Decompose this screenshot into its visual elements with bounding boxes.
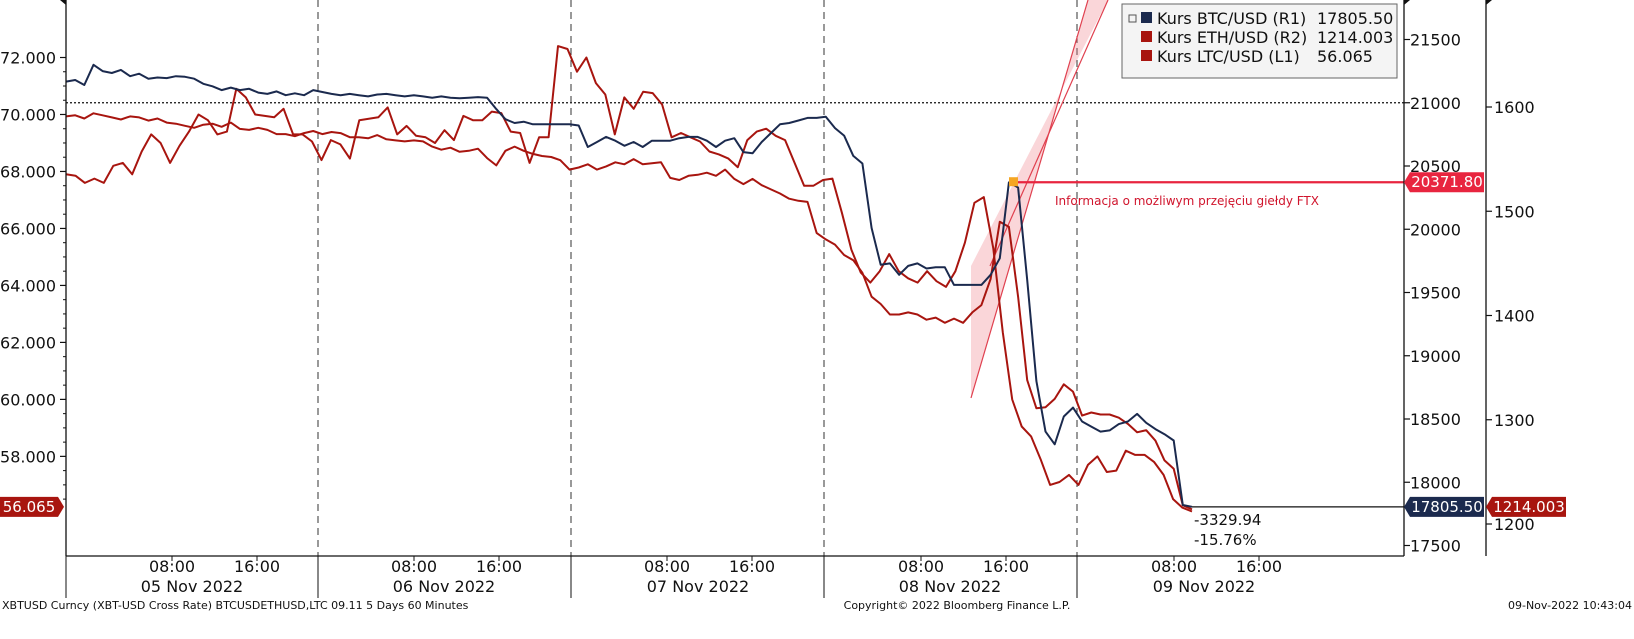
footer-right: 09-Nov-2022 10:43:04 (1508, 599, 1632, 612)
legend-name: Kurs LTC/USD (L1) (1157, 47, 1300, 66)
r1-tick-label: 21000 (1410, 94, 1461, 113)
series-layer (65, 45, 1193, 513)
left-tick-label: 62.000 (0, 333, 56, 352)
ltc-last-tag: 56.065 (3, 498, 56, 516)
r1-tick-label: 19000 (1410, 347, 1461, 366)
left-tick-label: 58.000 (0, 447, 56, 466)
x-tick-label: 08:00 (644, 557, 690, 576)
r1-axis-ticks: 17500 18000 18500 19000 19500 20000 20500 21000… (1404, 31, 1461, 556)
series-line-l1 (65, 45, 1193, 513)
r1-tick-label: 19500 (1410, 284, 1461, 303)
eth-last-tag: 1214.003 (1493, 498, 1565, 516)
legend-value: 17805.50 (1317, 9, 1393, 28)
r2-tick-label: 1400 (1494, 307, 1535, 326)
left-tick-label: 68.000 (0, 162, 56, 181)
r1-axis-cap (1404, 0, 1410, 5)
r1-tick-label: 17500 (1410, 537, 1461, 556)
eth-last-tag-bg (1486, 496, 1566, 517)
legend-value: 56.065 (1317, 47, 1373, 66)
left-tick-label: 64.000 (0, 276, 56, 295)
legend-name: Kurs ETH/USD (R2) (1157, 28, 1307, 47)
day-label: 05 Nov 2022 (141, 577, 243, 596)
legend-name: Kurs BTC/USD (R1) (1157, 9, 1306, 28)
x-tick-label: 16:00 (476, 557, 522, 576)
btc-last-tag: 17805.50 (1411, 498, 1483, 516)
day-label: 07 Nov 2022 (647, 577, 749, 596)
r2-tick-label: 1500 (1494, 202, 1535, 221)
left-tick-label: 60.000 (0, 390, 56, 409)
legend: Kurs BTC/USD (R1) 17805.50 Kurs ETH/USD (R… (1121, 3, 1398, 79)
footer-left: XBTUSD Curncy (XBT-USD Cross Rate) BTCUS… (2, 599, 469, 612)
footer-center: Copyright© 2022 Bloomberg Finance L.P. (844, 599, 1071, 612)
left-tick-label: 72.000 (0, 49, 56, 68)
x-axis-ticks: 08:00 16:00 08:00 16:00 08:00 16:00 08:00 16:00… (65, 556, 1282, 598)
left-tick-label: 66.000 (0, 219, 56, 238)
change-abs: -3329.94 (1194, 511, 1261, 529)
footer: XBTUSD Curncy (XBT-USD Cross Rate) BTCUS… (2, 599, 1632, 612)
annotation-marker (1009, 177, 1018, 187)
channel-upper-edge (989, 0, 1109, 267)
r2-tick-label: 1300 (1494, 411, 1535, 430)
day-label: 09 Nov 2022 (1153, 577, 1255, 596)
r2-axis-cap (1486, 0, 1492, 5)
value-tags: 20371.80 17805.50 1214.003 56.065 (0, 172, 1566, 517)
legend-swatch (1141, 12, 1152, 23)
legend-value: 1214.003 (1317, 28, 1393, 47)
btc-last-tag-bg (1404, 496, 1484, 517)
ltc-last-tag-bg (0, 496, 64, 517)
change-pct: -15.76% (1194, 531, 1257, 549)
left-axis-ticks: 58.000 60.000 62.000 64.000 66.000 68.000 70.0… (0, 49, 66, 500)
series-line-r1 (65, 63, 1193, 508)
x-tick-label: 16:00 (729, 557, 775, 576)
r1-tick-label: 20000 (1410, 220, 1461, 239)
x-tick-label: 16:00 (983, 557, 1029, 576)
x-tick-label: 08:00 (898, 557, 944, 576)
x-tick-label: 16:00 (234, 557, 280, 576)
annotation-level-tag: 20371.80 (1411, 173, 1483, 191)
r1-tick-label: 18500 (1410, 410, 1461, 429)
r1-tick-label: 21500 (1410, 31, 1461, 50)
r1-tick-label: 20500 (1410, 157, 1461, 176)
r2-axis-ticks: 1200 1300 1400 1500 1600 (1486, 98, 1535, 534)
trend-channel (970, 0, 1109, 399)
left-axis-cap (60, 0, 66, 5)
day-label: 08 Nov 2022 (899, 577, 1001, 596)
r1-tick-label: 18000 (1410, 473, 1461, 492)
x-tick-label: 16:00 (1236, 557, 1282, 576)
legend-toggle-icon (1128, 14, 1137, 23)
annotation-text: Informacja o możliwym przejęciu giełdy F… (1055, 194, 1319, 208)
channel-lower-edge (970, 0, 1089, 399)
x-tick-label: 08:00 (391, 557, 437, 576)
day-label: 06 Nov 2022 (393, 577, 495, 596)
x-tick-label: 08:00 (149, 557, 195, 576)
legend-box (1121, 3, 1398, 79)
r2-tick-label: 1600 (1494, 98, 1535, 117)
legend-swatch (1141, 50, 1152, 61)
r2-tick-label: 1200 (1494, 515, 1535, 534)
legend-swatch (1141, 31, 1152, 42)
axes (60, 0, 1492, 557)
grid-layer (66, 0, 1404, 556)
annotation-level-tag-bg (1404, 172, 1484, 193)
left-tick-label: 70.000 (0, 105, 56, 124)
x-tick-label: 08:00 (1151, 557, 1197, 576)
